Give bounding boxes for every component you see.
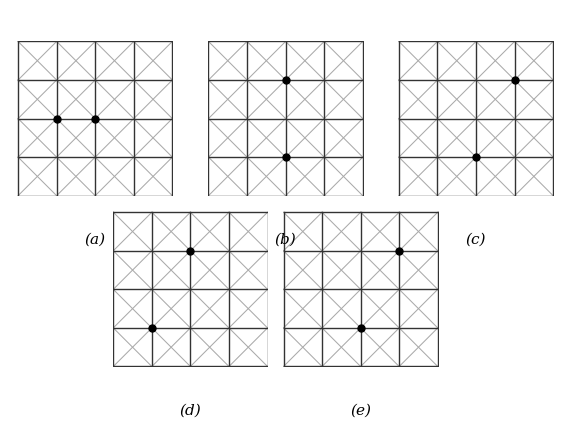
Text: (b): (b): [275, 232, 297, 246]
Text: (d): (d): [179, 403, 201, 417]
Text: (a): (a): [85, 232, 106, 246]
Text: (c): (c): [466, 232, 486, 246]
Text: (e): (e): [350, 403, 371, 417]
